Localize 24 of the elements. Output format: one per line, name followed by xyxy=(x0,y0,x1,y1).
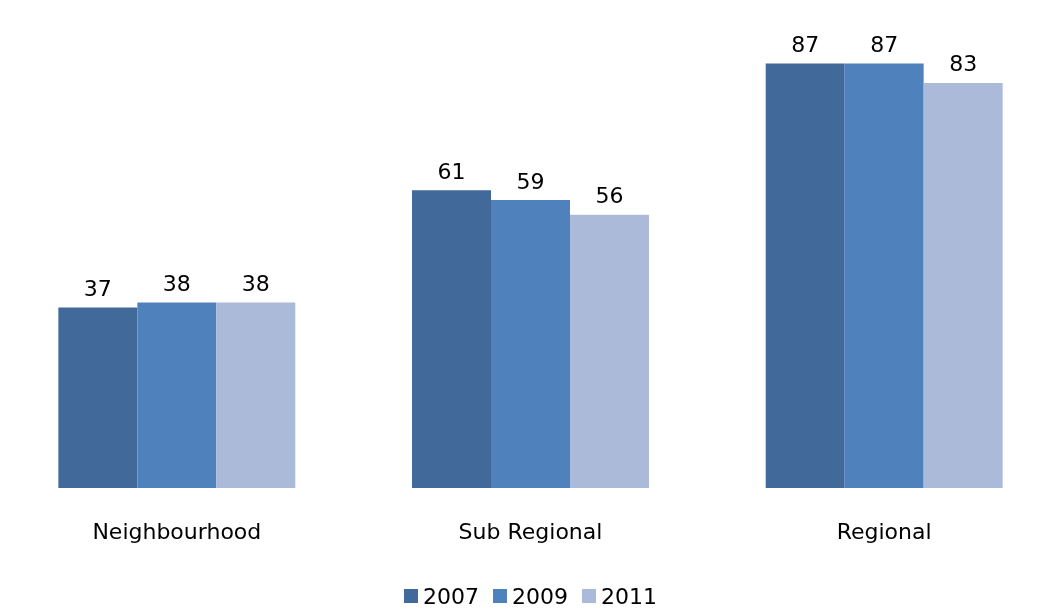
data-label: 83 xyxy=(949,51,978,77)
bar xyxy=(216,302,296,488)
x-tick-label: Neighbourhood xyxy=(92,518,262,544)
data-label: 38 xyxy=(162,271,191,297)
data-label: 87 xyxy=(870,31,899,57)
legend-label: 2009 xyxy=(512,583,569,609)
data-label: 59 xyxy=(516,168,545,194)
x-tick-label: Regional xyxy=(836,518,932,544)
x-tick-label: Sub Regional xyxy=(458,518,603,544)
data-label: 56 xyxy=(595,183,624,209)
legend-label: 2007 xyxy=(423,583,480,609)
bar xyxy=(412,190,492,488)
bar xyxy=(569,214,649,488)
data-label: 38 xyxy=(241,271,270,297)
data-label: 87 xyxy=(791,31,820,57)
bar xyxy=(844,63,924,488)
bar xyxy=(923,82,1003,488)
bar xyxy=(491,200,570,488)
data-label: 37 xyxy=(83,275,112,301)
bar xyxy=(137,302,217,488)
bar xyxy=(58,307,138,488)
bar xyxy=(765,63,845,488)
data-label: 61 xyxy=(437,158,466,184)
legend-label: 2011 xyxy=(600,583,657,609)
